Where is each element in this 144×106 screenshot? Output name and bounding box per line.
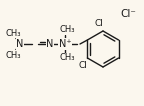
- Text: N⁺: N⁺: [59, 39, 71, 49]
- Text: CH₃: CH₃: [5, 29, 21, 38]
- Text: Cl: Cl: [95, 20, 103, 29]
- Text: Cl⁻: Cl⁻: [120, 9, 136, 19]
- Text: CH₃: CH₃: [5, 50, 21, 59]
- Text: Cl: Cl: [79, 61, 88, 70]
- Text: CH₃: CH₃: [59, 54, 75, 63]
- Text: N: N: [16, 39, 24, 49]
- Text: CH₃: CH₃: [59, 26, 75, 34]
- Text: N: N: [46, 39, 54, 49]
